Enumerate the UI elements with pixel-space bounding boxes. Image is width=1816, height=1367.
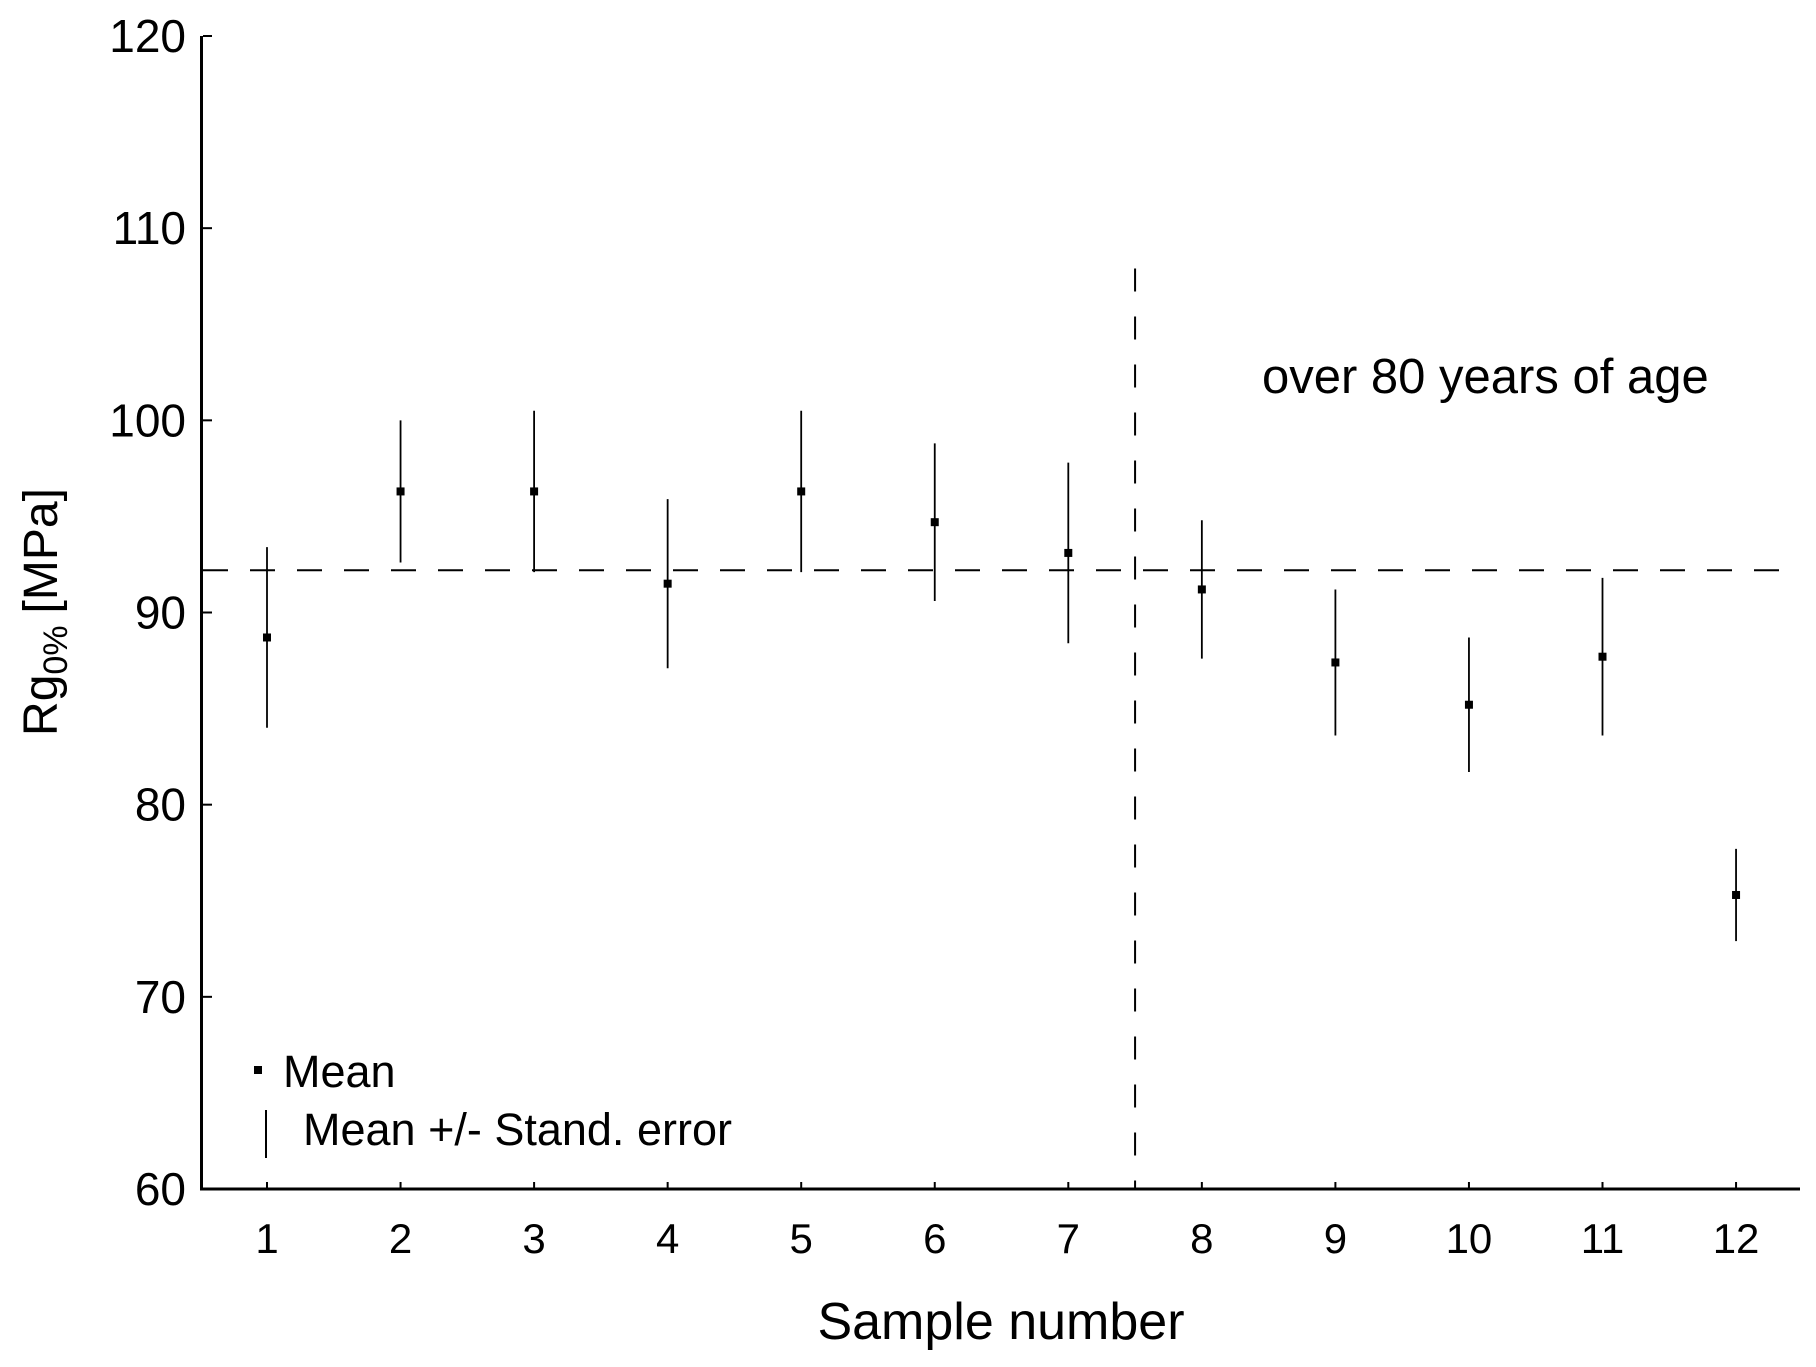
mean-marker-sample-8 — [1197, 585, 1206, 594]
mean-marker-sample-12 — [1732, 890, 1741, 899]
legend: Mean Mean +/- Stand. error — [254, 1046, 732, 1158]
annotation-over-80-years: over 80 years of age — [1262, 350, 1709, 404]
y-tick-label: 60 — [135, 1163, 186, 1215]
reference-lines — [203, 268, 1800, 1189]
x-tick-label: 5 — [790, 1215, 813, 1262]
y-axis-title-unit: [MPa] — [15, 488, 68, 613]
mean-marker-sample-7 — [1064, 548, 1073, 557]
mean-marker-sample-4 — [663, 579, 672, 588]
x-tick-label: 3 — [522, 1215, 545, 1262]
legend-mean-square-icon — [254, 1066, 262, 1074]
x-tick-label: 12 — [1713, 1215, 1760, 1262]
y-tick-label: 100 — [109, 394, 186, 446]
x-tick-label: 10 — [1446, 1215, 1493, 1262]
x-tick-label: 9 — [1324, 1215, 1347, 1262]
mean-marker-sample-6 — [930, 518, 939, 527]
x-tick-label: 8 — [1190, 1215, 1213, 1262]
y-tick-label: 110 — [113, 202, 186, 254]
mean-marker-sample-2 — [396, 487, 405, 496]
mean-marker-sample-9 — [1331, 658, 1340, 667]
x-tick-label: 11 — [1581, 1215, 1625, 1262]
x-tick-label: 2 — [389, 1215, 412, 1262]
mean-marker-sample-1 — [263, 633, 271, 642]
y-tick-label: 90 — [135, 587, 186, 639]
mean-marker-sample-3 — [530, 487, 539, 496]
x-tick-label: 4 — [656, 1215, 679, 1262]
x-axis-title: Sample number — [817, 1293, 1184, 1351]
x-tick-label: 6 — [923, 1215, 946, 1262]
mean-marker-sample-11 — [1598, 652, 1607, 661]
mean-marker-sample-5 — [797, 487, 806, 496]
y-axis-title-base: Rg — [15, 675, 68, 736]
x-tick-label: 7 — [1057, 1215, 1080, 1262]
x-tick-label: 1 — [255, 1215, 278, 1262]
y-tick-label: 120 — [109, 10, 186, 62]
mean-marker-sample-10 — [1464, 700, 1473, 709]
y-axis-title: Rg0% [MPa] — [15, 488, 75, 736]
legend-stderr-label: Mean +/- Stand. error — [303, 1104, 732, 1155]
data-marks — [263, 410, 1741, 942]
y-tick-label: 80 — [135, 779, 186, 831]
legend-mean-label: Mean — [283, 1046, 396, 1097]
y-axis-title-subscript: 0% — [37, 625, 75, 674]
y-tick-label: 70 — [135, 971, 186, 1023]
